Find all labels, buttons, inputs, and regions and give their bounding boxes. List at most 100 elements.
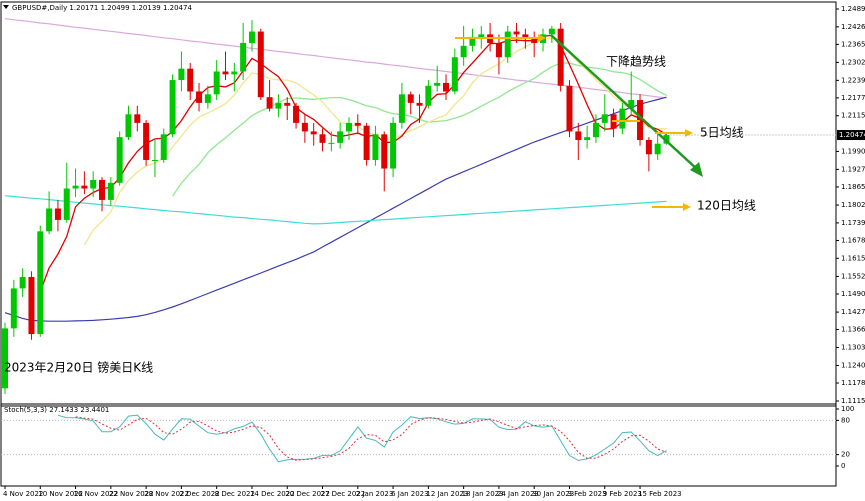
- x-tick-label: 16 Nov 2022: [74, 490, 119, 498]
- candle-body: [390, 122, 397, 169]
- candle-body: [531, 37, 538, 43]
- candle-body: [143, 122, 150, 160]
- candle-body: [240, 42, 247, 72]
- y-tick-label: 1.21775: [841, 94, 865, 102]
- candle-body: [645, 139, 652, 155]
- x-tick-label: 10 Nov 2022: [38, 490, 83, 498]
- y-tick-label: 1.23020: [841, 58, 865, 66]
- moving-average: [39, 34, 667, 293]
- candle-body: [504, 31, 511, 58]
- candle-body: [266, 97, 273, 109]
- x-tick-label: 22 Nov 2022: [109, 490, 154, 498]
- candle-body: [601, 114, 608, 123]
- candle-body: [345, 122, 352, 132]
- candle-body: [222, 71, 229, 75]
- stoch-tick-label: 100: [841, 405, 854, 413]
- y-tick-label: 1.24265: [841, 23, 865, 31]
- candle-body: [337, 131, 344, 143]
- candle-body: [99, 179, 106, 200]
- candle-body: [310, 131, 317, 135]
- candle-body: [284, 102, 291, 106]
- stoch-main: [57, 414, 667, 463]
- candle-body: [116, 137, 123, 183]
- y-tick-label: 1.15520: [841, 272, 865, 280]
- candle-body: [107, 182, 114, 200]
- candle-body: [363, 125, 370, 160]
- candle-body: [169, 80, 176, 135]
- candle-body: [10, 288, 17, 329]
- candle-body: [451, 57, 458, 92]
- y-tick-label: 1.22390: [841, 76, 865, 84]
- candle-body: [619, 108, 626, 129]
- x-tick-label: 30 Jan 2023: [532, 490, 574, 498]
- x-tick-label: 12 Jan 2023: [426, 490, 468, 498]
- stoch-signal: [75, 416, 667, 461]
- candle-body: [407, 94, 414, 103]
- candle-body: [425, 85, 432, 106]
- orange-arrow: [538, 34, 546, 42]
- x-tick-label: 6 Jan 2023: [391, 490, 429, 498]
- y-tick-label: 1.14270: [841, 308, 865, 316]
- x-tick-label: 8 Dec 2022: [215, 490, 255, 498]
- y-tick-label: 1.13660: [841, 326, 865, 334]
- ma5-label: 5日均线: [700, 126, 744, 140]
- candle-body: [584, 137, 591, 140]
- candle-body: [81, 185, 88, 189]
- candle-body: [575, 131, 582, 140]
- indicator-line: [4, 195, 667, 225]
- x-tick-label: 24 Jan 2023: [497, 490, 539, 498]
- candle-body: [204, 94, 211, 103]
- candle-body: [566, 85, 573, 132]
- frame: [0, 1, 837, 487]
- y-tick-label: 1.18020: [841, 201, 865, 209]
- candle-body: [293, 105, 300, 123]
- candle-body: [213, 71, 220, 95]
- y-tick-label: 1.19270: [841, 165, 865, 173]
- candle-body: [2, 328, 8, 389]
- y-tick-label: 1.18655: [841, 183, 865, 191]
- trend-line: [550, 34, 699, 171]
- stoch-tick-label: 0: [841, 462, 845, 470]
- header: GBPUSD#,Daily 1.20171 1.20499 1.20139 1.…: [12, 4, 192, 12]
- x-tick-label: 9 Feb 2023: [603, 490, 642, 498]
- candle-body: [460, 45, 467, 58]
- candle-body: [654, 143, 661, 155]
- candle-body: [178, 68, 185, 81]
- y-tick-label: 1.19900: [841, 147, 865, 155]
- candle-body: [628, 100, 635, 109]
- y-tick-label: 1.24890: [841, 5, 865, 13]
- candle-body: [160, 134, 167, 160]
- candle-body: [557, 28, 564, 86]
- y-tick-label: 1.11155: [841, 397, 865, 405]
- x-tick-label: 3 Feb 2023: [567, 490, 606, 498]
- candle-body: [196, 91, 203, 103]
- candle-body: [592, 122, 599, 138]
- y-tick-label: 1.16155: [841, 254, 865, 262]
- moving-average: [172, 62, 667, 197]
- y-tick-label: 1.13030: [841, 343, 865, 351]
- candle-body: [248, 31, 255, 43]
- candle-body: [231, 71, 238, 75]
- ma5-arrow: [685, 129, 693, 137]
- x-tick-label: 18 Jan 2023: [462, 490, 504, 498]
- y-tick-label: 1.21150: [841, 112, 865, 120]
- y-tick-label: 1.17395: [841, 219, 865, 227]
- stoch-tick-label: 20: [841, 451, 850, 459]
- candle-body: [443, 82, 449, 92]
- candle-body: [469, 37, 476, 46]
- x-tick-label: 28 Nov 2022: [144, 490, 189, 498]
- candle-body: [381, 134, 388, 169]
- candle-body: [522, 34, 529, 38]
- candle-body: [434, 82, 441, 86]
- candle-body: [46, 208, 53, 232]
- x-tick-label: 4 Nov 2022: [3, 490, 43, 498]
- candle-body: [372, 134, 379, 160]
- candle-body: [495, 42, 502, 58]
- candle-body: [63, 188, 70, 220]
- trend-arrow: [690, 162, 703, 177]
- candle-body: [478, 34, 485, 38]
- last-price-label: 1.20474: [839, 131, 865, 139]
- candle-body: [151, 159, 158, 161]
- x-tick-label: 14 Dec 2022: [250, 490, 295, 498]
